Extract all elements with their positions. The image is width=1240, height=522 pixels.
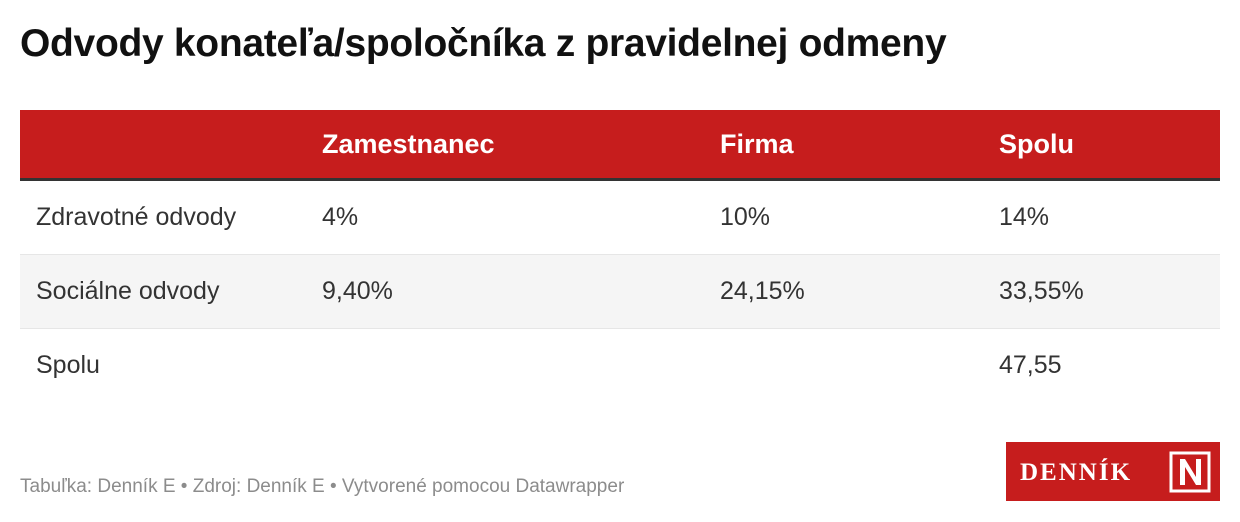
- row-label: Spolu: [36, 351, 100, 379]
- cell-spolu: 47,55: [999, 351, 1062, 379]
- data-table: Zamestnanec Firma Spolu Zdravotné odvody…: [20, 110, 1220, 402]
- table-row: Sociálne odvody 9,40% 24,15% 33,55%: [20, 255, 1220, 329]
- cell-firma: 10%: [720, 203, 771, 231]
- page-title: Odvody konateľa/spoločníka z pravidelnej…: [20, 22, 947, 65]
- logo-n-icon: [1169, 451, 1211, 493]
- column-header-spolu: Spolu: [999, 129, 1074, 159]
- cell-firma: 24,15%: [720, 277, 805, 305]
- cell-spolu: 33,55%: [999, 277, 1084, 305]
- logo-wordmark: DENNÍK: [1020, 459, 1133, 486]
- cell-zamestnanec: 9,40%: [322, 277, 393, 305]
- row-label: Zdravotné odvody: [36, 203, 237, 231]
- cell-zamestnanec: 4%: [322, 203, 359, 231]
- table-row: Spolu 47,55: [20, 329, 1220, 402]
- table-header: Zamestnanec Firma Spolu: [20, 110, 1220, 181]
- dennik-e-logo[interactable]: DENNÍK: [1006, 442, 1220, 501]
- column-header-zamestnanec: Zamestnanec: [322, 129, 495, 159]
- cell-spolu: 14%: [999, 203, 1050, 231]
- table-row: Zdravotné odvody 4% 10% 14%: [20, 181, 1220, 255]
- source-footer: Tabuľka: Denník E • Zdroj: Denník E • Vy…: [20, 476, 625, 497]
- row-label: Sociálne odvody: [36, 277, 220, 305]
- column-header-firma: Firma: [720, 129, 794, 159]
